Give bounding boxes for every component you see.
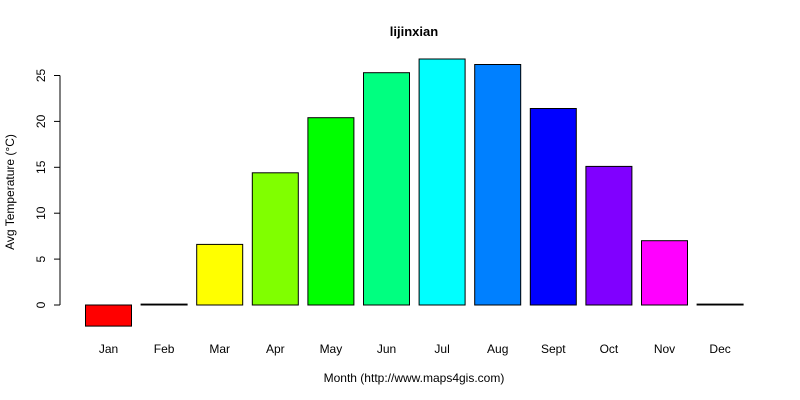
bar-sept xyxy=(529,108,577,306)
y-tick-label: 25 xyxy=(34,69,48,83)
x-tick-label: Aug xyxy=(487,342,508,356)
bar-feb xyxy=(140,303,188,306)
x-tick-label: Jun xyxy=(377,342,396,356)
y-tick-label: 0 xyxy=(34,301,48,308)
bar-nov xyxy=(641,240,688,306)
bar-may xyxy=(307,117,355,306)
y-tick-label: 20 xyxy=(34,114,48,128)
x-tick-label: Nov xyxy=(654,342,675,356)
x-tick-label: Mar xyxy=(209,342,230,356)
x-axis-label: Month (http://www.maps4gis.com) xyxy=(324,371,505,385)
bar-jun xyxy=(363,72,410,306)
bar-oct xyxy=(585,165,633,306)
bar-jan xyxy=(85,304,132,327)
x-tick-label: Apr xyxy=(266,342,285,356)
y-tick-label: 5 xyxy=(34,255,48,262)
x-tick-label: May xyxy=(320,342,343,356)
x-tick-label: Jul xyxy=(434,342,449,356)
x-tick-label: Dec xyxy=(709,342,730,356)
bars-group xyxy=(85,58,744,327)
y-tick-label: 15 xyxy=(34,160,48,174)
bar-mar xyxy=(196,243,244,306)
x-tick-label: Jan xyxy=(99,342,118,356)
bar-jul xyxy=(418,58,466,306)
y-axis-label: Avg Temperature (°C) xyxy=(3,134,17,250)
y-tick-label: 10 xyxy=(34,206,48,220)
y-axis: 0 5 10 15 20 25 xyxy=(34,69,61,308)
bar-dec xyxy=(696,303,744,306)
x-axis-tick-labels: Jan Feb Mar Apr May Jun Jul Aug Sept Oct Nov Dec xyxy=(99,342,731,356)
x-tick-label: Oct xyxy=(600,342,619,356)
x-tick-label: Feb xyxy=(154,342,175,356)
bar-aug xyxy=(474,64,522,306)
bar-apr xyxy=(251,172,299,306)
chart-title: lijinxian xyxy=(390,24,438,39)
x-tick-label: Sept xyxy=(541,342,566,356)
